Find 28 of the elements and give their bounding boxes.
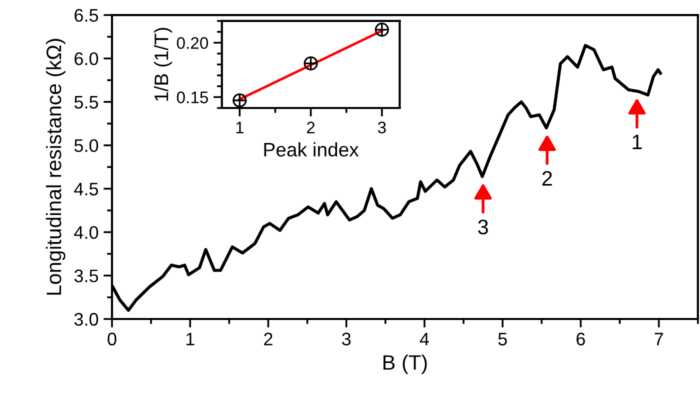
- x-tick-label: 4: [420, 332, 429, 346]
- x-tick-label: 5: [498, 332, 507, 346]
- x-axis-title: Peak index: [264, 142, 359, 157]
- annotation: 3: [478, 220, 488, 234]
- y-tick-label: 3.5: [74, 270, 98, 282]
- y-tick-label: 6.5: [74, 8, 98, 22]
- x-tick-label: 0: [108, 332, 116, 346]
- x-tick-label: 6: [576, 332, 585, 346]
- x-tick-label: 2: [264, 332, 272, 346]
- x-tick-label: 1: [186, 332, 194, 346]
- y-tick-label: 0.20: [176, 37, 208, 49]
- y-tick-label: 3.0: [74, 312, 98, 326]
- y-tick-label: 6.0: [74, 52, 98, 66]
- x-tick-label: 1: [236, 122, 244, 134]
- y-tick-label: 4.5: [74, 182, 98, 196]
- x-tick-label: 7: [654, 332, 663, 346]
- y-axis-title: Longitudinal resistance (kΩ): [46, 38, 66, 295]
- x-axis-title: B (T): [384, 354, 427, 374]
- x-tick-label: 3: [342, 332, 351, 346]
- y-tick-label: 5.0: [74, 139, 98, 152]
- x-tick-label: 2: [307, 122, 315, 134]
- x-tick-label: 3: [378, 122, 386, 134]
- y-tick-label: 5.5: [74, 96, 98, 109]
- y-axis-title: 1/B (1/T): [154, 28, 172, 101]
- annotation: 1: [632, 134, 642, 150]
- y-tick-label: 4.0: [74, 226, 98, 239]
- annotation: 2: [542, 171, 552, 186]
- y-tick-label: 0.15: [176, 92, 208, 104]
